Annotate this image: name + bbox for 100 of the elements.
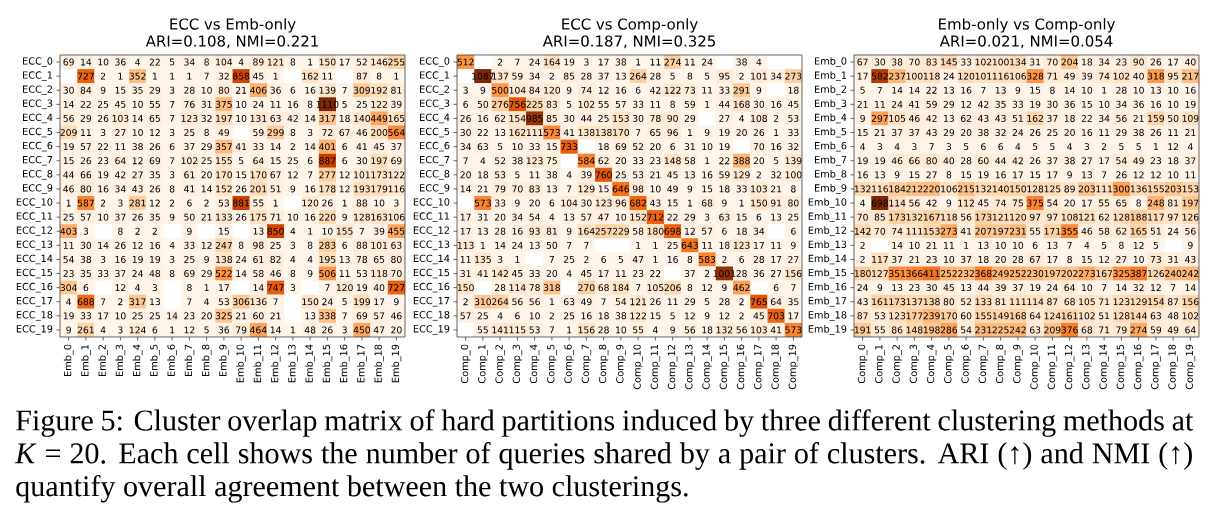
- data-label: 20: [494, 213, 506, 221]
- data-label: 16: [288, 100, 299, 108]
- data-label: 220: [319, 213, 336, 221]
- data-label: 29: [684, 213, 696, 221]
- data-label: 102: [1079, 312, 1095, 320]
- data-label: 47: [632, 256, 644, 263]
- data-label: 2: [549, 312, 554, 320]
- data-label: 1: [290, 326, 295, 334]
- data-label: 81: [391, 86, 402, 94]
- data-label: 7: [877, 86, 883, 94]
- data-label: 727: [388, 284, 405, 292]
- data-label: 49: [1064, 72, 1075, 80]
- data-label: 16: [1185, 86, 1196, 94]
- data-label: 204: [1061, 58, 1078, 66]
- data-label: 135: [475, 255, 491, 263]
- data-label: 3: [169, 129, 175, 136]
- data-label: 17: [1047, 171, 1058, 179]
- data-label: 128: [1113, 213, 1130, 221]
- data-label: 37: [961, 255, 972, 263]
- data-label: 12: [685, 227, 695, 235]
- data-label: 712: [647, 213, 664, 221]
- data-label: 22: [97, 143, 109, 151]
- data-label: 65: [149, 114, 160, 122]
- data-label: 26: [460, 114, 471, 122]
- data-label: 49: [667, 185, 678, 193]
- data-label: 11: [771, 241, 782, 249]
- data-label: 48: [304, 326, 316, 334]
- data-label: 9: [515, 199, 520, 207]
- data-label: 11: [650, 100, 661, 108]
- data-label: 8: [290, 129, 296, 136]
- data-label: 42: [287, 115, 298, 122]
- y-tick-label: Emb_5: [814, 127, 847, 138]
- data-label: 11: [460, 256, 471, 263]
- data-label: 643: [681, 241, 698, 249]
- data-label: 7: [273, 298, 278, 306]
- data-label: 3: [946, 143, 952, 151]
- data-label: 132: [906, 213, 923, 221]
- data-label: 175: [250, 213, 267, 221]
- data-label: 14: [63, 100, 74, 108]
- data-label: 26: [1029, 129, 1041, 136]
- data-label: 232: [958, 270, 974, 277]
- data-label: 12: [1151, 284, 1161, 292]
- data-label: 20: [753, 157, 765, 165]
- data-label: 79: [236, 326, 247, 334]
- data-label: 132: [854, 185, 871, 193]
- data-label: 33: [495, 199, 506, 207]
- data-label: 126: [1182, 213, 1199, 221]
- data-label: 68: [598, 284, 609, 292]
- y-tick-label: Emb_7: [814, 155, 847, 166]
- data-label: 12: [150, 199, 160, 207]
- x-tick-label: Comp_10: [1030, 344, 1040, 390]
- data-label: 29: [943, 100, 955, 108]
- data-label: 15: [1082, 256, 1092, 263]
- data-label: 63: [719, 213, 730, 221]
- data-label: 60: [253, 312, 264, 320]
- y-tick-label: ECC_8: [23, 170, 53, 180]
- y-tick-label: ECC_15: [16, 268, 53, 279]
- data-label: 22: [719, 157, 730, 165]
- data-label: 264: [492, 298, 509, 306]
- data-label: 53: [218, 298, 229, 306]
- data-label: 4: [135, 58, 141, 66]
- data-label: 161: [872, 298, 888, 306]
- x-tick-label: Emb_10: [236, 344, 246, 383]
- data-label: 33: [529, 143, 540, 151]
- data-label: 20: [736, 129, 747, 136]
- data-label: 261: [77, 326, 94, 334]
- data-label: 56: [1185, 227, 1196, 235]
- data-label: 102: [181, 157, 198, 165]
- data-label: 152: [216, 185, 232, 193]
- data-label: 25: [132, 312, 143, 320]
- data-label: 9: [566, 227, 572, 235]
- data-label: 16: [702, 171, 713, 179]
- data-label: 11: [63, 241, 74, 249]
- data-label: 56: [512, 298, 523, 306]
- data-label: 4: [1067, 143, 1073, 150]
- data-label: 25: [287, 157, 298, 165]
- data-label: 31: [201, 100, 212, 108]
- data-label: 35: [995, 100, 1006, 108]
- data-label: 23: [909, 284, 920, 292]
- data-label: 74: [892, 227, 903, 235]
- x-tick-label: Comp_7: [581, 344, 592, 384]
- data-label: 25: [788, 213, 799, 221]
- data-label: 5: [204, 326, 209, 334]
- data-label: 18: [1082, 58, 1093, 66]
- data-label: 123: [733, 241, 750, 249]
- data-label: 61: [184, 171, 195, 179]
- data-label: 17: [219, 284, 229, 291]
- data-label: 32: [771, 171, 782, 179]
- data-label: 240: [1165, 270, 1182, 277]
- data-label: 277: [319, 171, 336, 179]
- data-label: 124: [1044, 312, 1061, 320]
- data-label: 104: [561, 199, 578, 207]
- x-tick-label: Comp_1: [875, 344, 885, 384]
- data-label: 26: [322, 199, 333, 207]
- data-label: 3: [307, 129, 313, 136]
- data-label: 3: [169, 171, 175, 179]
- data-label: 19: [63, 143, 74, 151]
- data-label: 80: [218, 86, 230, 94]
- data-label: 80: [926, 157, 937, 165]
- data-label: 30: [564, 114, 575, 122]
